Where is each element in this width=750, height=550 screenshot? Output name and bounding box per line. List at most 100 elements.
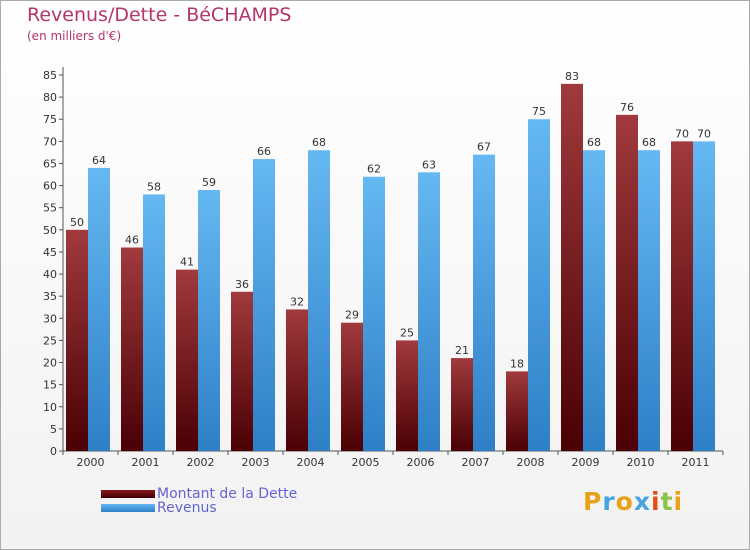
bar-debt-2005 [341, 322, 363, 451]
bar-revenus-2007 [473, 154, 495, 451]
value-label-revenus-2005: 62 [367, 163, 381, 176]
bar-revenus-2008 [528, 119, 550, 451]
bar-revenus-2004 [308, 150, 330, 451]
value-label-debt-2011: 70 [675, 127, 689, 140]
value-labels-group: 50 46 41 36 32 29 25 21 18 83 76 70 64 58 59 66 68 62 63 67… [70, 70, 711, 371]
bar-debt-2003 [231, 291, 253, 451]
value-label-revenus-2011: 70 [697, 127, 711, 140]
value-label-debt-2010: 76 [620, 101, 634, 114]
y-tick-label: 0 [50, 445, 57, 458]
bar-revenus-2011 [693, 141, 715, 451]
value-label-debt-2003: 36 [235, 278, 249, 291]
y-tick-label: 10 [43, 401, 57, 414]
x-tick-label: 2001 [132, 456, 160, 469]
bar-debt-2011 [671, 141, 693, 451]
bar-debt-2000 [66, 229, 88, 451]
proxiti-logo: Proxiti [583, 487, 683, 516]
bar-debt-2004 [286, 309, 308, 451]
value-label-revenus-2007: 67 [477, 141, 491, 154]
logo-letter: t [660, 487, 674, 516]
value-label-revenus-2003: 66 [257, 145, 271, 158]
bar-revenus-2002 [198, 190, 220, 451]
x-tick-label: 2005 [352, 456, 380, 469]
value-label-debt-2006: 25 [400, 326, 414, 339]
logo-letter: r [602, 487, 616, 516]
value-label-debt-2002: 41 [180, 256, 194, 269]
x-tick-label: 2006 [407, 456, 435, 469]
bar-revenus-2010 [638, 150, 660, 451]
legend-label-revenus: Revenus [157, 500, 217, 516]
y-tick-label: 50 [43, 224, 57, 237]
bars-group [66, 83, 715, 452]
value-label-revenus-2002: 59 [202, 176, 216, 189]
legend-label-debt: Montant de la Dette [157, 486, 298, 502]
value-label-revenus-2004: 68 [312, 136, 326, 149]
bar-debt-2010 [616, 114, 638, 451]
y-tick-label: 85 [43, 69, 57, 82]
logo-letter: x [633, 487, 651, 516]
y-tick-label: 55 [43, 202, 57, 215]
y-tick-label: 30 [43, 312, 57, 325]
value-label-debt-2008: 18 [510, 357, 524, 370]
bar-debt-2002 [176, 269, 198, 451]
x-tick-label: 2011 [682, 456, 710, 469]
value-label-debt-2001: 46 [125, 234, 139, 247]
bar-revenus-2003 [253, 159, 275, 451]
y-tick-label: 65 [43, 157, 57, 170]
y-tick-label: 25 [43, 334, 57, 347]
logo-letter: i [673, 487, 684, 516]
bar-revenus-2006 [418, 172, 440, 452]
bar-revenus-2009 [583, 150, 605, 451]
chart-subtitle: (en milliers d'€) [27, 29, 122, 43]
y-tick-label: 60 [43, 180, 57, 193]
legend-item-debt: Montant de la Dette [101, 487, 297, 501]
legend-item-revenus: Revenus [101, 501, 297, 515]
y-tick-label: 70 [43, 135, 57, 148]
logo-letter: o [615, 487, 634, 516]
x-tick-label: 2003 [242, 456, 270, 469]
y-tick-label: 20 [43, 357, 57, 370]
x-tick-label: 2002 [187, 456, 215, 469]
value-label-revenus-2006: 63 [422, 158, 436, 171]
logo-letter: i [651, 487, 661, 516]
bar-revenus-2005 [363, 176, 385, 451]
bar-revenus-2001 [143, 194, 165, 451]
x-tick-label: 2008 [517, 456, 545, 469]
x-tick-label: 2009 [572, 456, 600, 469]
x-tick-label: 2010 [627, 456, 655, 469]
bar-debt-2007 [451, 358, 473, 451]
chart-title: Revenus/Dette - BéCHAMPS [27, 4, 292, 26]
bar-debt-2001 [121, 247, 143, 451]
value-label-revenus-2001: 58 [147, 180, 161, 193]
y-tick-label: 35 [43, 290, 57, 303]
x-tick-label: 2000 [77, 456, 105, 469]
value-label-revenus-2009: 68 [587, 136, 601, 149]
value-label-debt-2007: 21 [455, 344, 469, 357]
y-tick-label: 5 [50, 423, 57, 436]
bar-debt-2009 [561, 83, 583, 452]
logo-letter: P [583, 487, 603, 516]
legend-swatch-revenus [101, 504, 155, 512]
axes: 0 5 10 15 20 25 30 35 40 45 50 55 60 65 70 75 80 85 2000 20… [43, 67, 724, 469]
y-tick-label: 80 [43, 91, 57, 104]
bar-debt-2008 [506, 371, 528, 451]
bar-revenus-2000 [88, 167, 110, 452]
bar-debt-2006 [396, 340, 418, 451]
legend: Montant de la Dette Revenus [101, 487, 297, 515]
y-tick-label: 15 [43, 379, 57, 392]
y-tick-label: 40 [43, 268, 57, 281]
value-label-revenus-2000: 64 [92, 154, 106, 167]
value-label-revenus-2008: 75 [532, 105, 546, 118]
value-label-debt-2009: 83 [565, 70, 579, 83]
value-label-debt-2005: 29 [345, 309, 359, 322]
y-tick-label: 45 [43, 246, 57, 259]
value-label-debt-2004: 32 [290, 295, 304, 308]
x-tick-label: 2004 [297, 456, 325, 469]
value-label-revenus-2010: 68 [642, 136, 656, 149]
x-tick-label: 2007 [462, 456, 490, 469]
y-tick-label: 75 [43, 113, 57, 126]
value-label-debt-2000: 50 [70, 216, 84, 229]
legend-swatch-debt [101, 490, 155, 498]
